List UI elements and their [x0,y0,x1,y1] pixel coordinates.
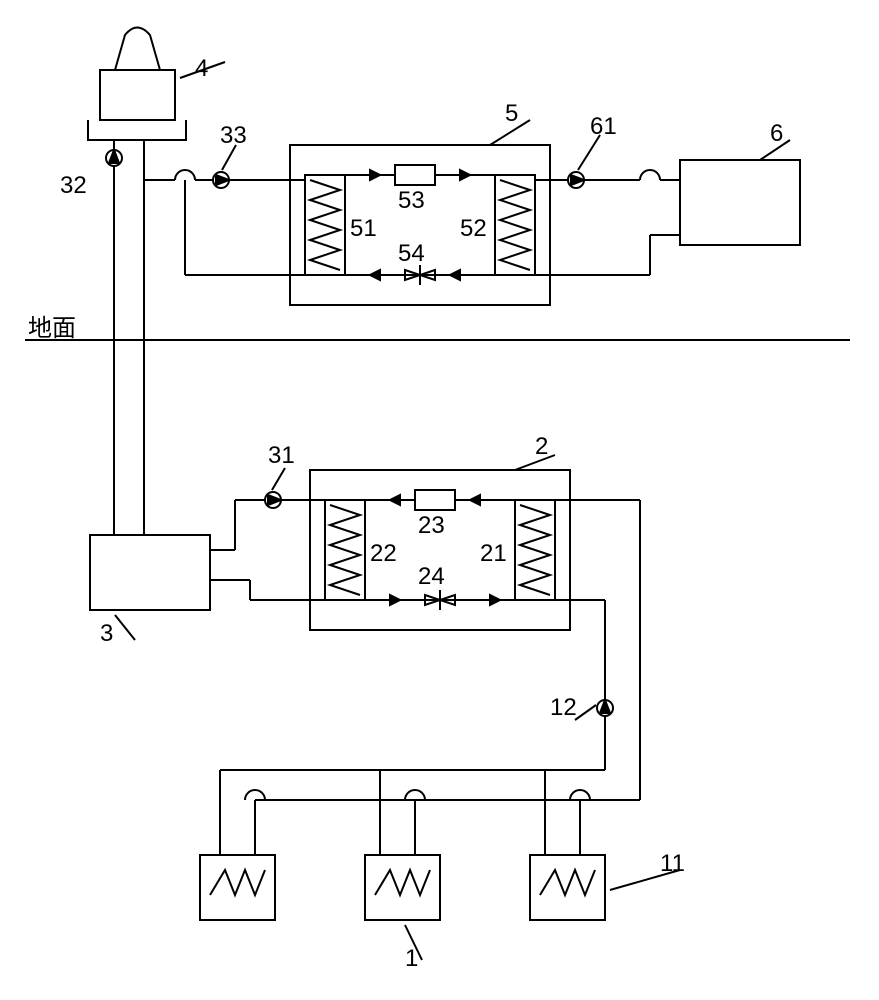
label-6: 6 [770,120,783,148]
label-ground: 地面 [28,308,76,343]
label-23: 23 [418,512,445,540]
label-51: 51 [350,215,377,243]
label-3: 3 [100,620,113,648]
label-22: 22 [370,540,397,568]
label-54: 54 [398,240,425,268]
label-31: 31 [268,442,295,470]
label-1: 1 [405,945,418,973]
label-61: 61 [590,113,617,141]
label-53: 53 [398,187,425,215]
label-32: 32 [60,172,87,200]
label-52: 52 [460,215,487,243]
label-5: 5 [505,100,518,128]
label-2: 2 [535,433,548,461]
label-4: 4 [195,55,208,83]
label-11: 11 [660,850,685,878]
label-12: 12 [550,694,577,722]
label-24: 24 [418,563,445,591]
label-33: 33 [220,122,247,150]
label-21: 21 [480,540,507,568]
